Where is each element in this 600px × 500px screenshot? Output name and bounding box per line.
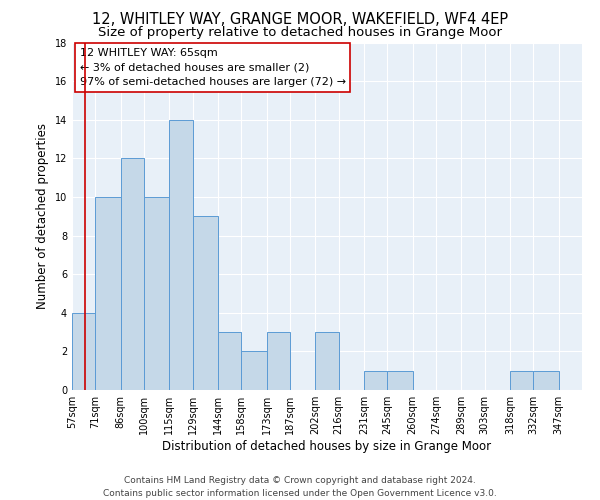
Bar [533, 370, 559, 390]
Bar [121, 158, 144, 390]
Text: 12 WHITLEY WAY: 65sqm
← 3% of detached houses are smaller (2)
97% of semi-detach: 12 WHITLEY WAY: 65sqm ← 3% of detached h… [80, 48, 346, 88]
Bar [95, 197, 121, 390]
Bar [241, 352, 266, 390]
Text: Size of property relative to detached houses in Grange Moor: Size of property relative to detached ho… [98, 26, 502, 39]
Bar [193, 216, 218, 390]
X-axis label: Distribution of detached houses by size in Grange Moor: Distribution of detached houses by size … [163, 440, 491, 453]
Y-axis label: Number of detached properties: Number of detached properties [36, 123, 49, 309]
Bar [315, 332, 339, 390]
Text: 12, WHITLEY WAY, GRANGE MOOR, WAKEFIELD, WF4 4EP: 12, WHITLEY WAY, GRANGE MOOR, WAKEFIELD,… [92, 12, 508, 28]
Bar [388, 370, 413, 390]
Text: Contains HM Land Registry data © Crown copyright and database right 2024.
Contai: Contains HM Land Registry data © Crown c… [103, 476, 497, 498]
Bar [169, 120, 193, 390]
Bar [266, 332, 290, 390]
Bar [218, 332, 241, 390]
Bar [72, 313, 95, 390]
Bar [364, 370, 388, 390]
Bar [144, 197, 169, 390]
Bar [510, 370, 533, 390]
